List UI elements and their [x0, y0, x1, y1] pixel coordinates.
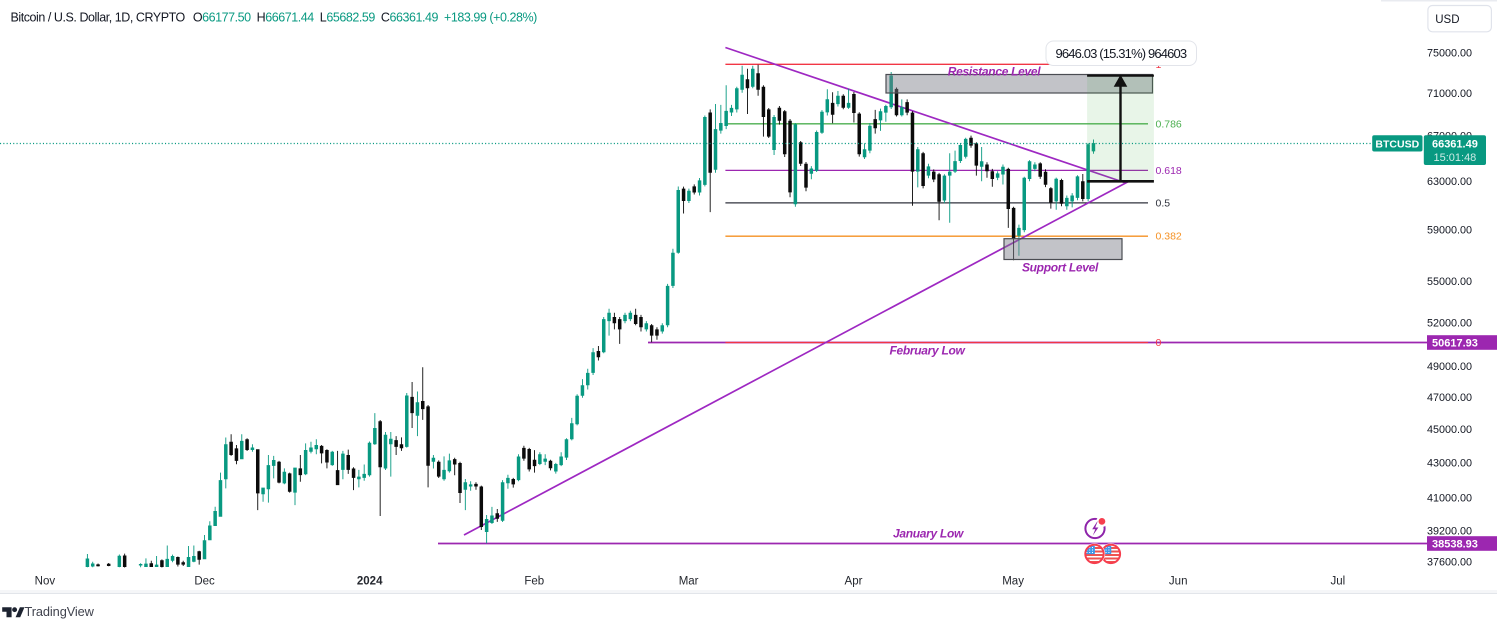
- svg-text:52000.00: 52000.00: [1427, 317, 1472, 329]
- svg-text:43000.00: 43000.00: [1427, 458, 1472, 470]
- svg-text:Dec: Dec: [194, 576, 215, 588]
- svg-text:Mar: Mar: [679, 576, 699, 588]
- svg-text:66361.49: 66361.49: [1432, 139, 1478, 151]
- svg-text:9646.03 (15.31%) 964603: 9646.03 (15.31%) 964603: [1056, 46, 1187, 61]
- svg-text:15:01:48: 15:01:48: [1433, 152, 1476, 164]
- svg-text:TradingView: TradingView: [25, 604, 95, 619]
- svg-text:BTCUSD: BTCUSD: [1375, 139, 1419, 151]
- svg-text:0.786: 0.786: [1156, 118, 1182, 130]
- svg-text:71000.00: 71000.00: [1427, 88, 1472, 100]
- svg-text:39200.00: 39200.00: [1427, 526, 1472, 538]
- svg-text:38538.93: 38538.93: [1432, 538, 1478, 550]
- svg-text:59000.00: 59000.00: [1427, 224, 1472, 236]
- svg-text:Resistance Level: Resistance Level: [948, 65, 1042, 79]
- svg-text:May: May: [1002, 576, 1024, 588]
- svg-text:0.618: 0.618: [1156, 165, 1182, 177]
- svg-text:63000.00: 63000.00: [1427, 176, 1472, 188]
- svg-text:USD: USD: [1435, 14, 1459, 26]
- svg-text:0.5: 0.5: [1156, 197, 1171, 209]
- svg-text:45000.00: 45000.00: [1427, 424, 1472, 436]
- svg-text:55000.00: 55000.00: [1427, 276, 1472, 288]
- svg-text:Support Level: Support Level: [1022, 261, 1099, 275]
- svg-text:Feb: Feb: [524, 576, 544, 588]
- svg-text:41000.00: 41000.00: [1427, 493, 1472, 505]
- svg-text:Jul: Jul: [1330, 576, 1345, 588]
- svg-text:0: 0: [1156, 337, 1162, 349]
- svg-text:Nov: Nov: [35, 576, 56, 588]
- svg-text:February Low: February Low: [889, 344, 965, 358]
- svg-text:47000.00: 47000.00: [1427, 392, 1472, 404]
- svg-text:50617.93: 50617.93: [1432, 337, 1478, 349]
- svg-text:75000.00: 75000.00: [1427, 48, 1472, 60]
- svg-text:Jun: Jun: [1169, 576, 1188, 588]
- svg-text:Apr: Apr: [845, 576, 863, 588]
- svg-text:0.382: 0.382: [1156, 231, 1182, 243]
- svg-text:January Low: January Low: [893, 527, 964, 541]
- svg-text:37600.00: 37600.00: [1427, 556, 1472, 568]
- svg-text:49000.00: 49000.00: [1427, 361, 1472, 373]
- svg-text:2024: 2024: [357, 576, 383, 588]
- svg-text:Bitcoin / U.S. Dollar, 1D, CRY: Bitcoin / U.S. Dollar, 1D, CRYPTO O66177.…: [11, 11, 538, 25]
